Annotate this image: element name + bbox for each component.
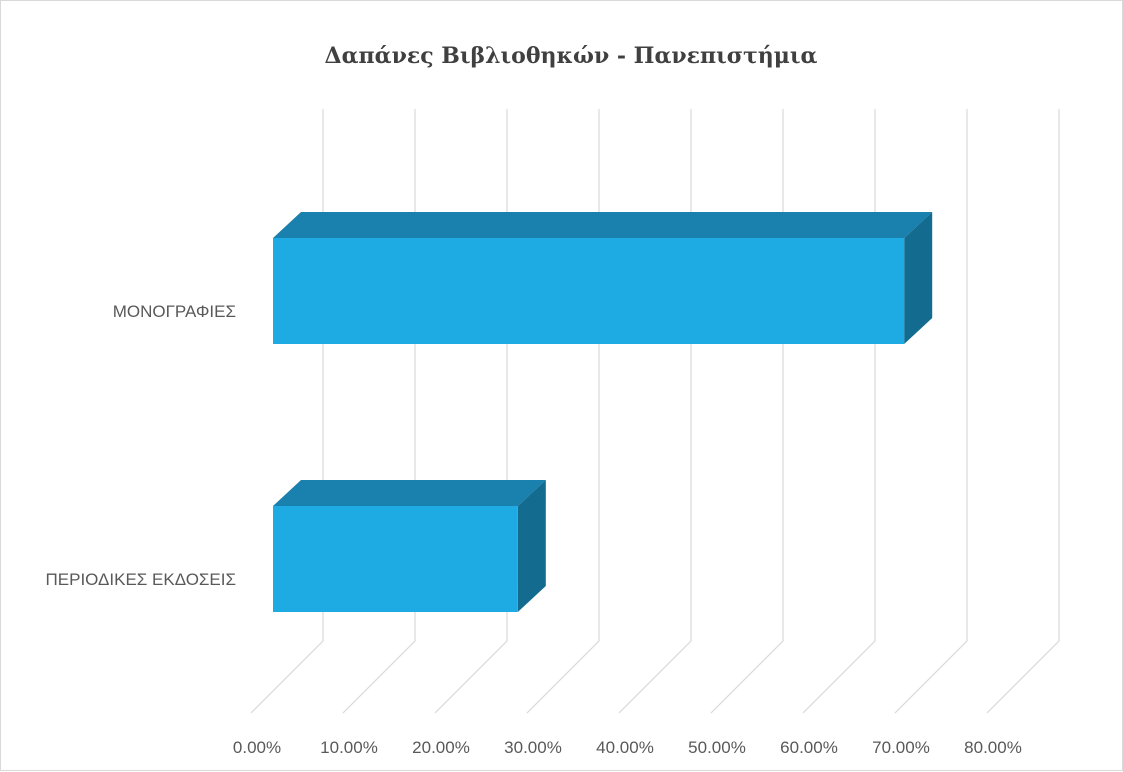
bar — [273, 238, 905, 344]
x-tick-label: 80.00% — [964, 738, 1022, 757]
gridline — [250, 109, 324, 714]
gridline — [342, 109, 416, 714]
bar-side-face — [904, 212, 933, 344]
bar-top-face — [273, 480, 546, 506]
gridline — [710, 109, 784, 714]
bar-side-face — [517, 480, 546, 612]
bar-top-face — [273, 212, 933, 238]
x-tick-label: 40.00% — [596, 738, 654, 757]
category-label: ΠΕΡΙΟΔΙΚΕΣ ΕΚΔΟΣΕΙΣ — [45, 570, 236, 589]
chart-title: Δαπάνες Βιβλιοθηκών - Πανεπιστήμια — [325, 43, 818, 69]
gridline — [894, 109, 968, 714]
x-tick-label: 60.00% — [780, 738, 838, 757]
category-label: ΜΟΝΟΓΡΑΦΙΕΣ — [113, 302, 236, 321]
bars — [273, 212, 933, 612]
gridline — [434, 109, 508, 714]
gridlines — [250, 109, 1060, 714]
gridline — [802, 109, 876, 714]
x-tick-label: 50.00% — [688, 738, 746, 757]
x-tick-label: 30.00% — [504, 738, 562, 757]
gridline — [986, 109, 1060, 714]
x-tick-label: 70.00% — [872, 738, 930, 757]
x-tick-label: 20.00% — [412, 738, 470, 757]
bar — [273, 506, 518, 612]
gridline — [526, 109, 600, 714]
gridline — [618, 109, 692, 714]
labels: 0.00% 10.00% 20.00% 30.00% 40.00% 50.00% 60.00… — [45, 302, 1021, 757]
x-tick-label: 10.00% — [320, 738, 378, 757]
x-tick-label: 0.00% — [233, 738, 281, 757]
